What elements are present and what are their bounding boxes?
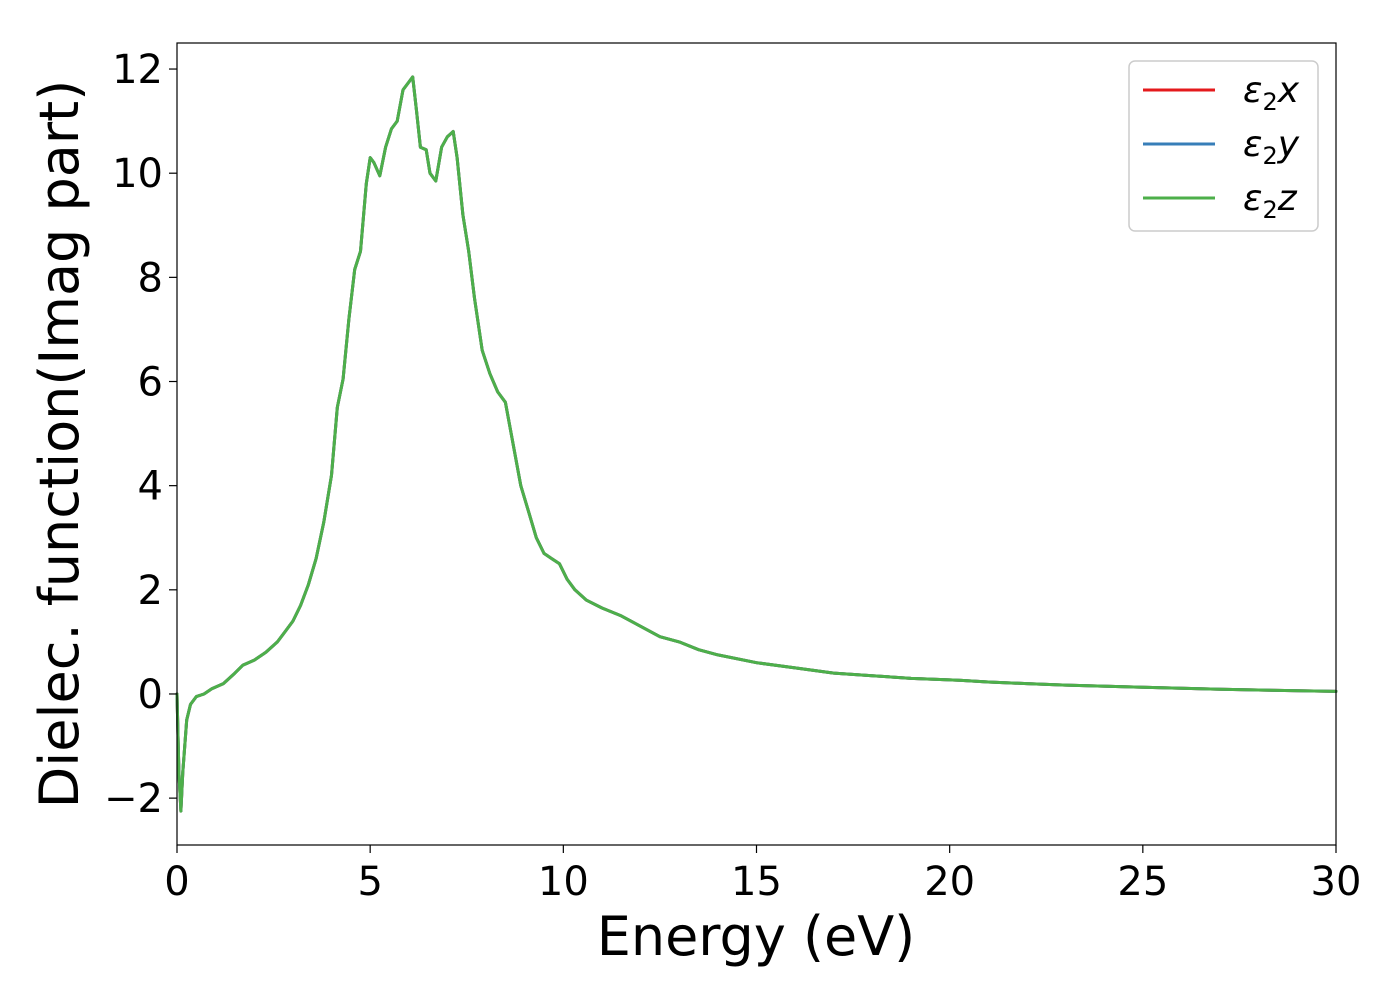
y-tick-label: 4	[138, 464, 163, 510]
x-tick-label: 25	[1117, 859, 1168, 905]
legend-label-1: ε2x	[1243, 70, 1300, 116]
y-tick-label: −2	[104, 776, 163, 822]
y-tick-label: 12	[112, 47, 163, 93]
x-tick-label: 10	[538, 859, 589, 905]
series-layer	[175, 75, 1338, 813]
legend: ε2x ε2y ε2z	[1128, 60, 1319, 232]
x-tick-label: 30	[1311, 859, 1362, 905]
legend-label-3: ε2z	[1243, 178, 1298, 224]
x-axis-label: Energy (eV)	[597, 905, 916, 968]
legend-label-2: ε2y	[1243, 124, 1300, 170]
y-tick-label: 2	[138, 568, 163, 614]
y-axis-ticks: −2 0 2 4 6 8 10 12	[104, 47, 177, 822]
x-tick-label: 0	[164, 859, 189, 905]
x-tick-label: 15	[731, 859, 782, 905]
legend-box	[1128, 60, 1319, 232]
y-tick-label: 10	[112, 151, 163, 197]
series-line-3	[175, 75, 1338, 813]
y-axis-label: Dielec. function(Imag part)	[28, 80, 91, 809]
x-tick-label: 5	[357, 859, 382, 905]
x-tick-label: 20	[924, 859, 975, 905]
x-axis-ticks: 0 5 10 15 20 25 30	[164, 845, 1361, 905]
y-tick-label: 8	[138, 255, 163, 301]
y-tick-label: 0	[138, 672, 163, 718]
y-tick-label: 6	[138, 360, 163, 406]
